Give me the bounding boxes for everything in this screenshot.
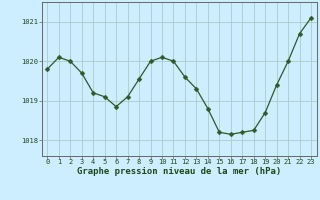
X-axis label: Graphe pression niveau de la mer (hPa): Graphe pression niveau de la mer (hPa) xyxy=(77,167,281,176)
